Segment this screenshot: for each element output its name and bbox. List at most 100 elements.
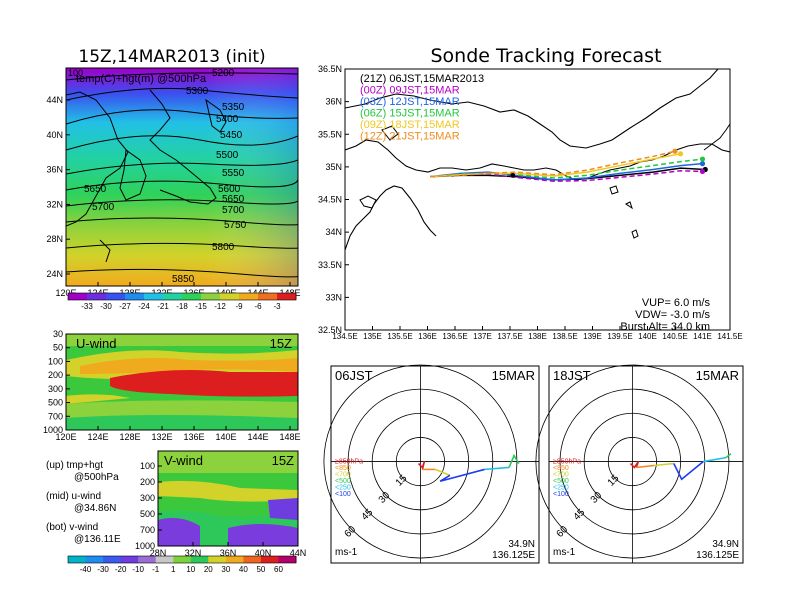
- wind-colorbar-swatch: [173, 556, 192, 563]
- uwind-y-tick-label: 300: [48, 384, 63, 394]
- uwind-x-tick-label: 148E: [279, 432, 300, 442]
- hodograph-level-label: <700: [553, 472, 569, 479]
- track-x-tick-label: 138E: [528, 332, 547, 341]
- contour-label: 5350: [222, 102, 245, 113]
- colorbar-swatch: [258, 293, 278, 300]
- wind-colorbar-label: -40: [80, 565, 92, 574]
- weather-map-y-tick-label: 24N: [46, 269, 63, 279]
- track-y-tick-label: 36.5N: [318, 64, 342, 74]
- uwind-x-tick-label: 124E: [87, 432, 108, 442]
- track-end-point: [699, 168, 706, 175]
- vwind-y-tick-label: 700: [140, 525, 155, 535]
- track-end-point: [672, 148, 678, 154]
- wind-colorbar-swatch: [103, 556, 122, 563]
- weather-map-contour-labels: 5200 5300 5350 5400 5450 5500 5550 5600 …: [84, 68, 247, 285]
- track-x-tick-label: 140.5E: [662, 332, 687, 341]
- uwind-plot: [66, 334, 298, 430]
- contour-label: 5550: [222, 168, 245, 179]
- track-series-line: [430, 150, 676, 178]
- uwind-x-tick-label: 144E: [247, 432, 268, 442]
- hodograph-level-label: <850: [553, 465, 569, 472]
- track-x-tick-label: 141E: [693, 332, 712, 341]
- legend-line: (mid) u-wind: [46, 491, 101, 502]
- uwind-y-ticks: 30 50 100 200 300 500 700 1000: [43, 329, 70, 435]
- hodograph-trace: [725, 453, 732, 459]
- vwind-x-tick-label: 40N: [255, 548, 272, 558]
- vwind-y-tick-label: 100: [140, 461, 155, 471]
- track-x-tick-label: 137E: [473, 332, 492, 341]
- contour-label: 5700: [222, 205, 245, 216]
- track-y-tick-label: 34.5N: [318, 195, 342, 205]
- uwind-y-tick-label: 30: [53, 329, 63, 339]
- weather-map-y-tick-label: 36N: [46, 165, 63, 175]
- track-x-tick-label: 138.5E: [552, 332, 577, 341]
- contour-label: 5650: [84, 184, 107, 195]
- wind-colorbar-label: -20: [115, 565, 127, 574]
- hodograph-level-label: <100: [335, 491, 351, 498]
- vwind-y-tick-label: 1000: [135, 541, 155, 551]
- wind-colorbar-swatch: [85, 556, 104, 563]
- track-x-tick-label: 141.5E: [717, 332, 742, 341]
- wind-colorbar: -40 -30 -20 -10 -1 1 10 20 30 40 50 60: [67, 555, 297, 574]
- hodograph-level-label: <100: [553, 491, 569, 498]
- annotation-vdw: VDW= -3.0 m/s: [635, 309, 710, 321]
- vwind-x-tick-label: 32N: [185, 548, 202, 558]
- track-y-tick-label: 35N: [325, 162, 342, 172]
- colorbar-swatch: [106, 293, 126, 300]
- contour-label: 5800: [212, 242, 235, 253]
- track-end-point: [699, 161, 706, 167]
- uwind-frame: [65, 333, 299, 431]
- colorbar-swatch: [220, 293, 240, 300]
- weather-map-overlay-label: temp(C)+hgt(m) @500hPa: [76, 73, 207, 85]
- vwind-x-tick-label: 44N: [290, 548, 307, 558]
- track-x-ticks: 134.5E 135E 135.5E 136E 136.5E 137E 137.5E 138E…: [332, 326, 743, 341]
- wind-colorbar-label: 10: [186, 565, 195, 574]
- colorbar-swatch: [125, 293, 145, 300]
- contour-label: 5750: [224, 220, 247, 231]
- track-legend: (21Z) 06JST,15MAR2013(00Z) 09JST,15MAR(0…: [360, 73, 484, 143]
- uwind-x-ticks: 120E 124E 128E 132E 136E 140E 144E 148E: [55, 426, 301, 442]
- annotation-vup: VUP= 6.0 m/s: [642, 297, 711, 309]
- colorbar-swatch: [144, 293, 164, 300]
- uwind-time: 15Z: [270, 336, 292, 351]
- vwind-y-tick-label: 200: [140, 477, 155, 487]
- track-legend-entry: (00Z) 09JST,15MAR: [360, 85, 460, 97]
- hodograph-trace: [508, 453, 520, 468]
- contour-label: 5300: [186, 86, 209, 97]
- weather-map-frame: [65, 67, 299, 287]
- track-legend-entry: (03Z) 12JST,15MAR: [360, 96, 460, 108]
- contour-label: 5200: [212, 68, 235, 79]
- uwind-x-tick-label: 120E: [55, 432, 76, 442]
- contour-label: 5400: [216, 114, 239, 125]
- track-end-point: [699, 156, 706, 162]
- weather-map-x-tick-label: 120E: [55, 288, 76, 298]
- vwind-x-ticks: 28N 32N 36N 40N 44N: [150, 542, 307, 558]
- track-y-tick-label: 33N: [325, 292, 342, 302]
- contour-label: 5700: [92, 202, 115, 213]
- track-legend-entry: (06Z) 15JST,15MAR: [360, 108, 460, 120]
- wind-colorbar-label: -10: [132, 565, 144, 574]
- wind-colorbar-swatch: [243, 556, 262, 563]
- track-y-tick-label: 36N: [325, 97, 342, 107]
- track-mid-point: [510, 172, 516, 178]
- weather-map-y-ticks: 44N 40N 36N 32N 28N 24N: [46, 95, 70, 279]
- contour-label: 5600: [218, 184, 241, 195]
- wind-colorbar-label: 40: [239, 565, 248, 574]
- vwind-y-tick-label: 500: [140, 509, 155, 519]
- hodograph-lon: 136.125E: [492, 550, 535, 561]
- vwind-x-tick-label: 36N: [220, 548, 237, 558]
- hodograph-unit: ms-1: [553, 547, 576, 558]
- colorbar-label: -3: [273, 302, 281, 311]
- hodograph-level-label: ≥850hPa: [335, 459, 363, 466]
- colorbar-swatch: [182, 293, 202, 300]
- hodograph-trace: [439, 468, 485, 483]
- colorbar-label: -15: [195, 302, 207, 311]
- wind-colorbar-swatch: [208, 556, 227, 563]
- track-x-tick-label: 140E: [638, 332, 657, 341]
- track-legend-entry: (12Z) 21JST,15MAR: [360, 131, 460, 143]
- uwind-y-tick-label: 100: [48, 356, 63, 366]
- hodograph-trace: [417, 461, 426, 470]
- vwind-title: V-wind: [164, 453, 203, 468]
